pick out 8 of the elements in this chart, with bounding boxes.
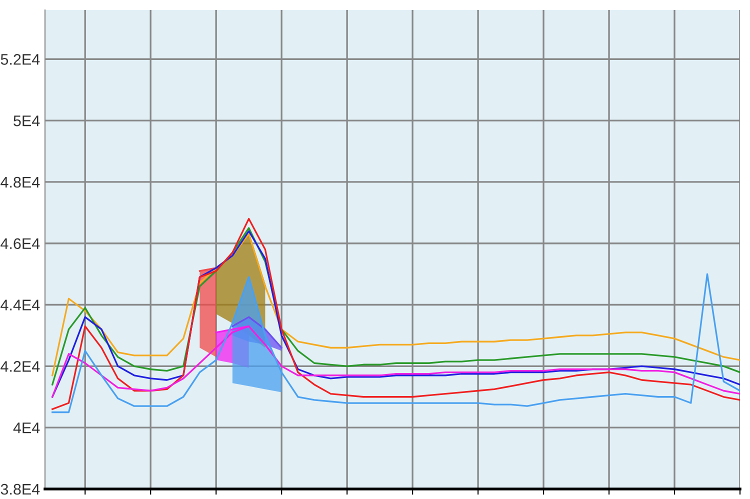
y-tick-label: 4.4E4 xyxy=(0,300,40,310)
y-tick-label: 4E4 xyxy=(13,422,40,434)
y-tick-label: 3.8E4 xyxy=(0,484,40,495)
y-tick-label: 4.8E4 xyxy=(0,176,40,188)
y-tick-label: 4.2E4 xyxy=(0,361,40,372)
y-tick-label: 5E4 xyxy=(14,116,40,126)
y-tick-label: 4.6E4 xyxy=(0,238,40,250)
y-tick-label: 5.2E4 xyxy=(0,54,40,65)
